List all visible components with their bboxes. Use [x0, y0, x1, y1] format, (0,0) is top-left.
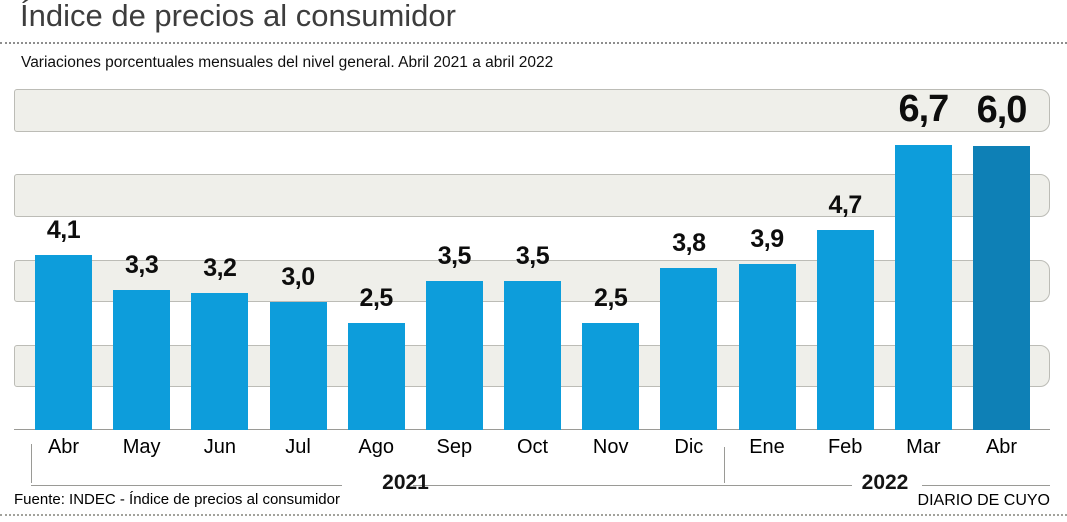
bar-value-label: 4,7 [828, 191, 863, 219]
month-label: Abr [985, 436, 1018, 458]
grid-stripe [14, 89, 1050, 132]
bar-value-label: 2,5 [594, 284, 628, 312]
bar-value-label: 3,5 [437, 242, 472, 270]
grid-stripe [14, 174, 1050, 217]
bar-value-label: 2,5 [359, 284, 394, 312]
dotted-divider-top [0, 42, 1067, 44]
month-label: Ago [358, 436, 394, 458]
bar-nov-7 [582, 323, 640, 430]
month-label: Sep [436, 436, 473, 458]
bar-value-label: 6,0 [976, 89, 1028, 131]
bar-value-label: 3,0 [281, 263, 315, 291]
month-label: Feb [827, 436, 863, 458]
bar-value-label: 3,9 [750, 225, 784, 253]
month-label: May [122, 436, 161, 458]
bar-feb-10 [816, 230, 874, 430]
bar-value-label: 3,5 [515, 242, 550, 270]
bracket-tick [31, 444, 32, 483]
bracket-line [412, 484, 724, 486]
year-bracket-2021: 2021 [31, 444, 724, 494]
bracket-tick [724, 447, 725, 483]
month-label: Jul [285, 436, 311, 458]
plot-area: 4,1 3,3 3,2 3,0 2,5 3,5 3,5 2,5 3,8 3,9 4,7 6,7 6,0 [0, 88, 1067, 430]
bar-abr-0 [35, 255, 92, 430]
bar-may-1 [113, 290, 171, 430]
bar-value-label: 3,8 [672, 229, 706, 257]
month-axis: Abr May Jun Jul Ago Sep Oct Nov Dic Ene Feb Mar Abr [0, 436, 1067, 462]
bar-jul-3 [269, 302, 327, 430]
bar-value-label: 3,3 [125, 251, 159, 279]
month-label: Mar [906, 436, 941, 458]
bar-value-label: 4,1 [46, 216, 81, 244]
year-bracket-2022: 2022 [724, 444, 1050, 494]
source-note: Fuente: INDEC - Índice de precios al con… [14, 491, 340, 508]
year-label: 2022 [861, 471, 909, 494]
bar-ene-9 [738, 264, 796, 430]
bracket-line [922, 484, 1050, 486]
bar-mar-11 [894, 145, 952, 430]
bar-sep-5 [425, 281, 483, 430]
month-label: Nov [592, 436, 629, 458]
bracket-line [31, 484, 343, 486]
bar-oct-6 [504, 281, 562, 430]
bar-ago-4 [347, 323, 405, 430]
bracket-line [724, 484, 852, 486]
chart-subtitle: Variaciones porcentuales mensuales del n… [21, 54, 554, 71]
bar-jun-2 [191, 293, 249, 430]
bar-value-label: 6,7 [898, 88, 949, 130]
bar-abr-12 [973, 146, 1031, 430]
month-label: Oct [516, 436, 549, 458]
publisher-credit: DIARIO DE CUYO [917, 492, 1050, 509]
bar-value-label: 3,2 [203, 254, 237, 282]
month-label: Ene [749, 436, 785, 458]
month-label: Jun [203, 436, 236, 458]
year-label: 2021 [382, 471, 429, 494]
month-label: Dic [674, 436, 704, 458]
page-title: Índice de precios al consumidor [20, 0, 456, 33]
bar-dic-8 [660, 268, 718, 430]
month-label: Abr [47, 436, 80, 458]
dotted-divider-bottom [0, 514, 1067, 516]
